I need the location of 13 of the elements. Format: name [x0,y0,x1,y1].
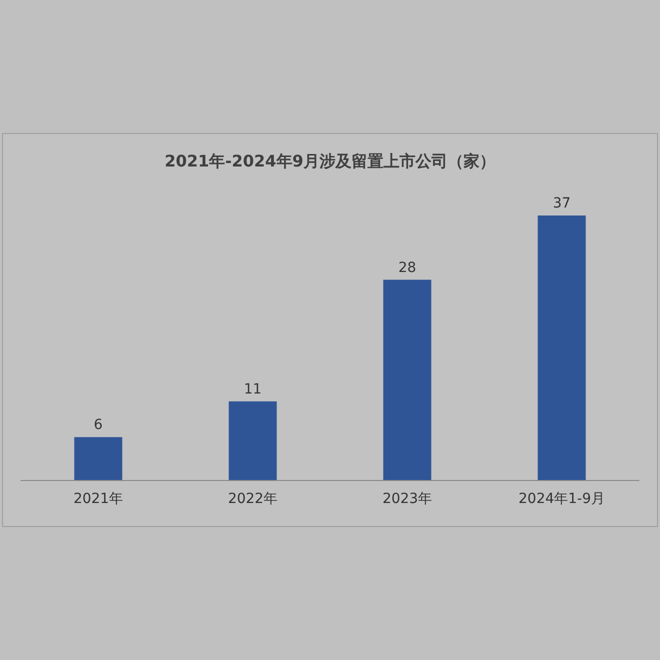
x-tick-label: 2024年1-9月 [518,491,605,507]
data-label: 37 [552,195,571,212]
x-tick-label: 2023年 [382,491,432,507]
chart-title: 2021年-2024年9月涉及留置上市公司（家） [164,152,496,170]
data-label: 11 [244,381,262,398]
bar [383,280,432,480]
x-tick-label: 2021年 [73,491,124,507]
data-label: 6 [94,417,103,434]
bar [74,437,122,480]
bar [538,215,586,480]
data-label: 28 [398,260,416,276]
bar [228,401,277,480]
x-tick-label: 2022年 [228,491,278,507]
